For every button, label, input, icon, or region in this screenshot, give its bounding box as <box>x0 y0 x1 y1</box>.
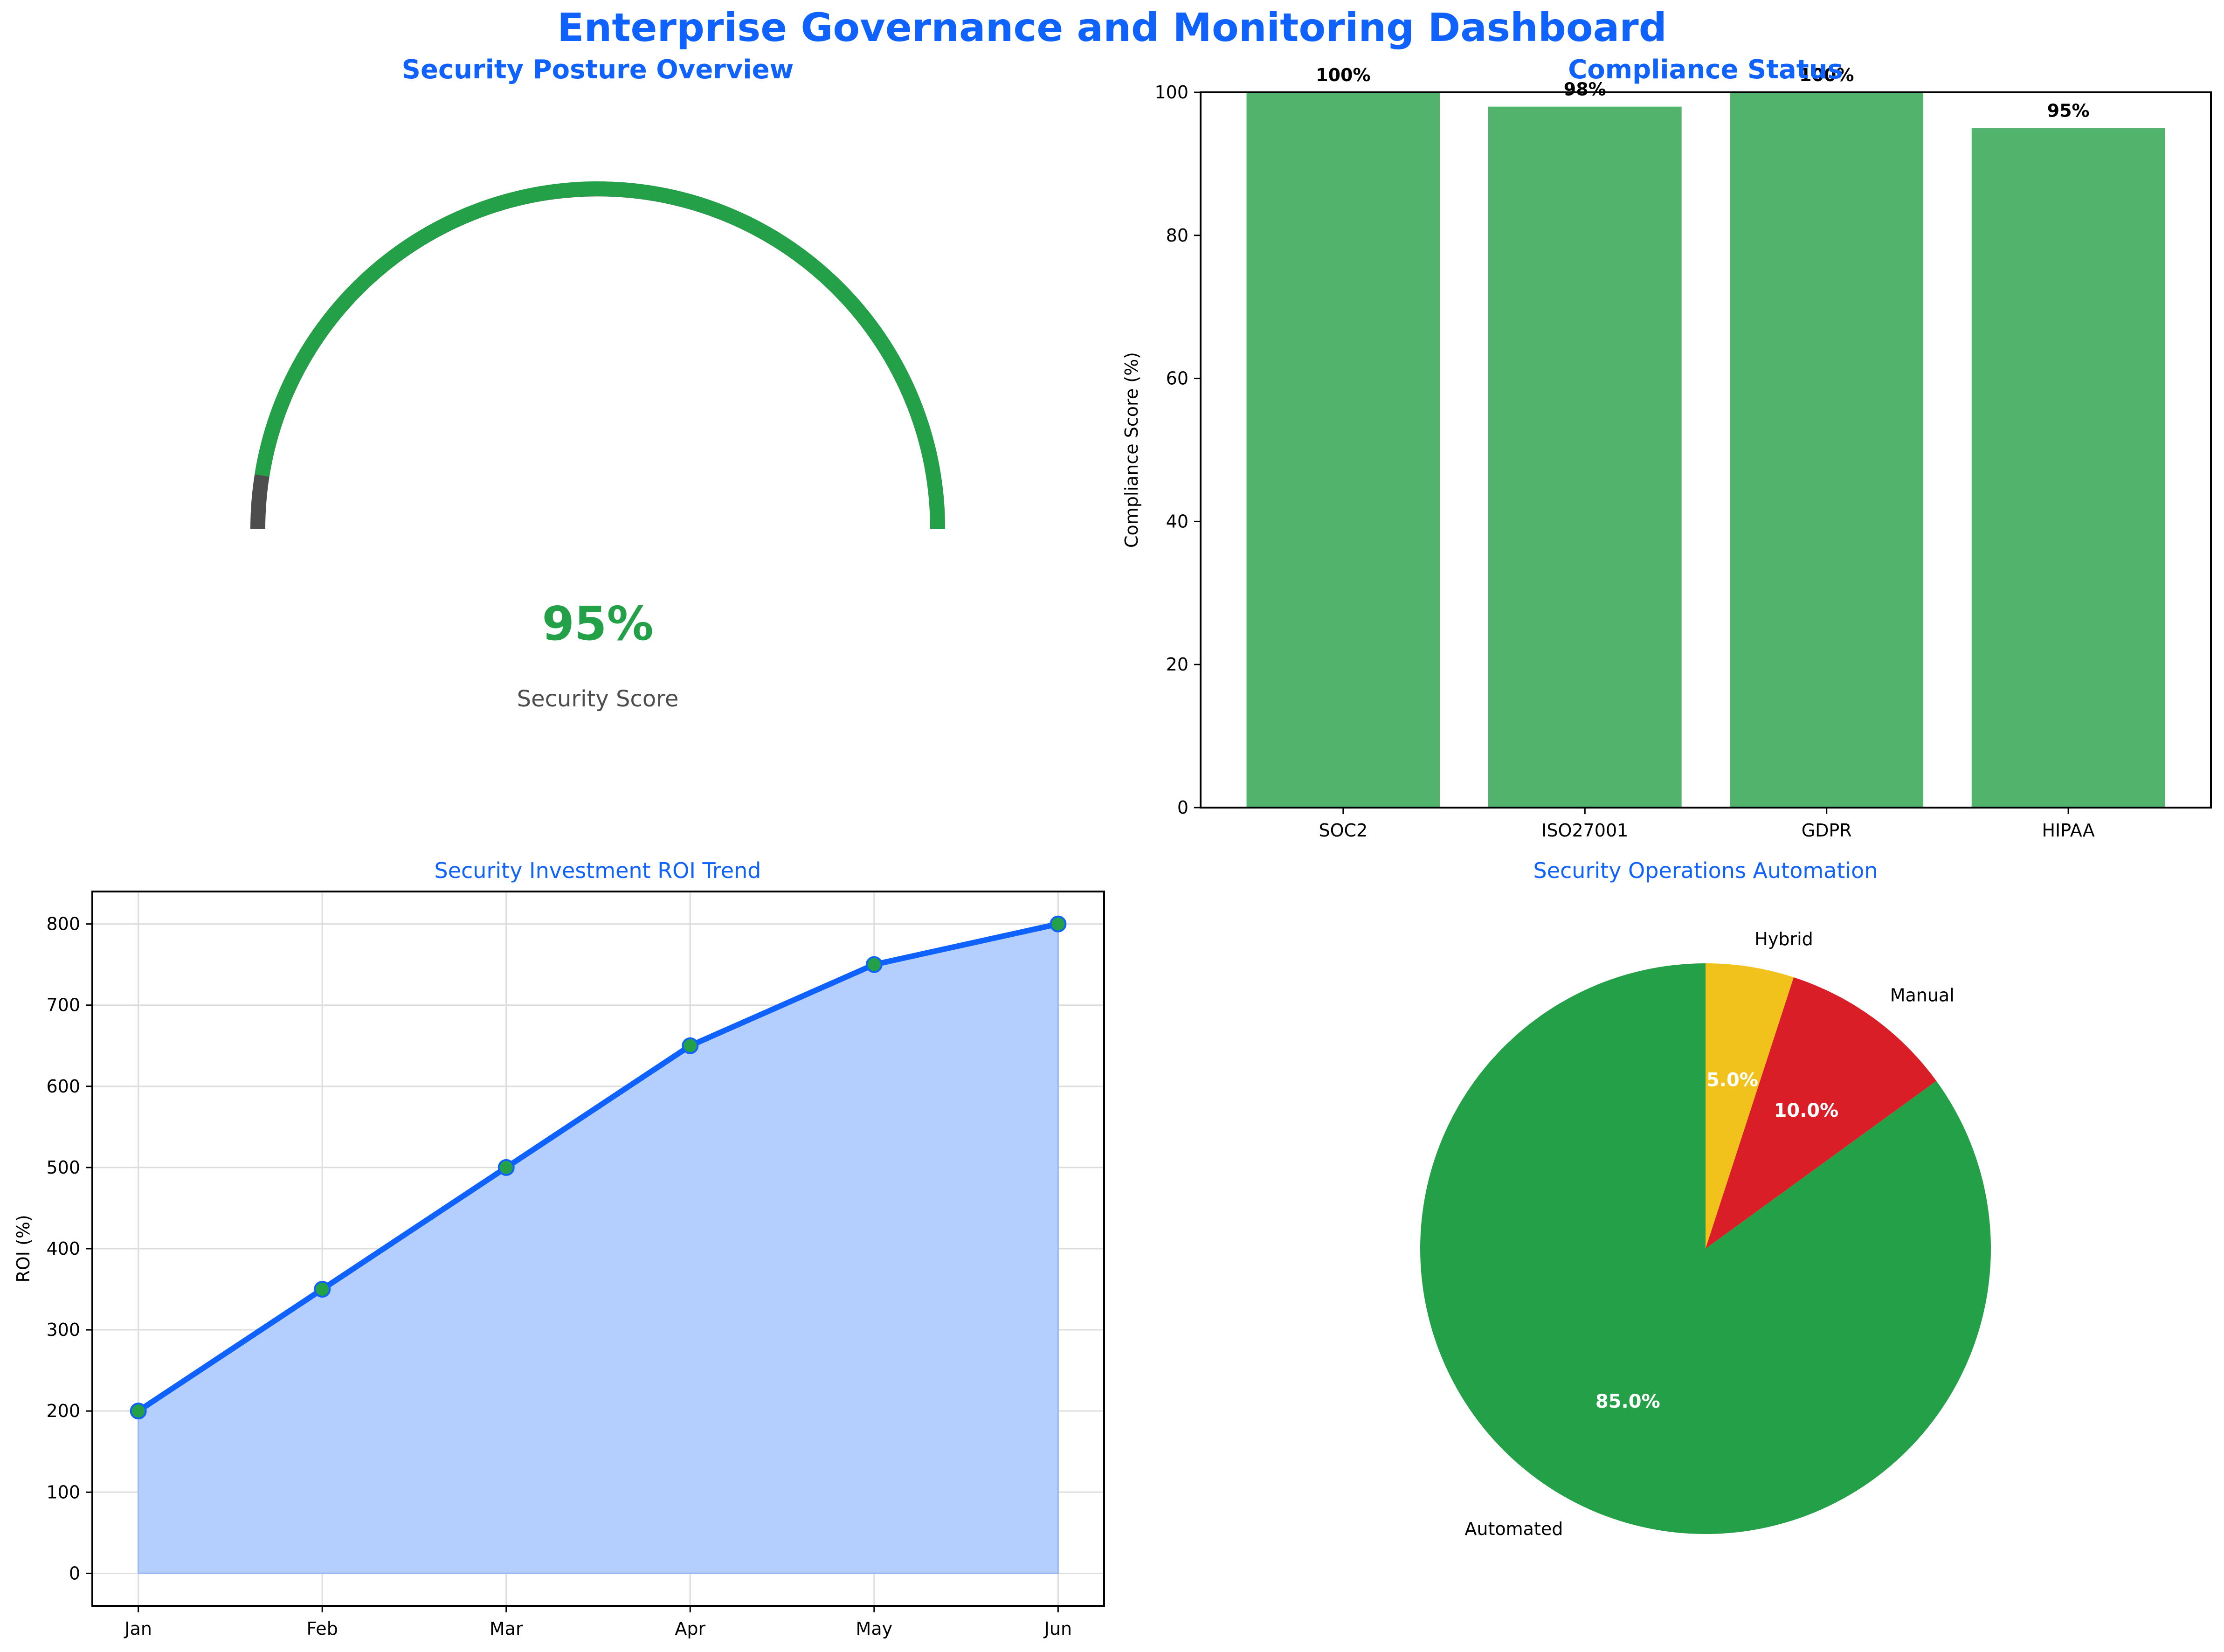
pie-pct-hybrid: 5.0% <box>1706 1069 1758 1091</box>
roi-x-tick-label: Jun <box>1043 1618 1072 1639</box>
compliance-bar-label: 100% <box>1316 65 1370 85</box>
compliance-bar-label: 98% <box>1564 79 1606 100</box>
compliance-data-labels: 100% 98% 100% 95% <box>1316 65 2089 121</box>
compliance-x-tick-label: HIPAA <box>2042 820 2094 841</box>
compliance-panel: 0 20 40 60 80 100 SOC2 ISO27001 GDPR HIPAA 100% 9… <box>1121 55 2212 841</box>
compliance-y-axis-label: Compliance Score (%) <box>1121 352 1142 548</box>
compliance-y-tick-label: 0 <box>1177 797 1188 818</box>
roi-y-tick-label: 700 <box>46 995 80 1016</box>
compliance-bar-hipaa <box>1971 128 2165 808</box>
roi-y-tick-label: 100 <box>46 1482 80 1502</box>
compliance-bar-label: 95% <box>2047 101 2090 121</box>
roi-y-axis-label: ROI (%) <box>13 1215 34 1282</box>
pie-slices <box>1420 963 1991 1534</box>
gauge-track <box>250 181 945 529</box>
pie-labels: 5.0% Hybrid 10.0% Manual 85.0% Automated <box>1464 929 1954 1539</box>
roi-y-ticks: 0 100 200 300 400 500 600 700 800 <box>46 914 92 1583</box>
security-gauge-panel: Security Posture Overview 95% Security S… <box>250 55 945 712</box>
roi-y-tick-label: 500 <box>46 1157 80 1178</box>
compliance-bar-gdpr <box>1730 92 1924 808</box>
compliance-bar-iso27001 <box>1488 106 1682 808</box>
roi-x-tick-label: Apr <box>675 1618 705 1639</box>
roi-point-mar <box>497 1159 515 1176</box>
compliance-title: Compliance Status <box>1568 55 1843 85</box>
pie-label-automated: Automated <box>1464 1519 1563 1539</box>
compliance-x-ticks: SOC2 ISO27001 GDPR HIPAA <box>1319 808 2095 841</box>
security-score-value: 95% <box>542 596 653 651</box>
roi-point-feb <box>314 1281 331 1298</box>
roi-title: Security Investment ROI Trend <box>435 858 761 883</box>
roi-x-ticks: Jan Feb Mar Apr May Jun <box>124 1606 1072 1639</box>
compliance-y-tick-label: 60 <box>1166 368 1188 389</box>
roi-y-tick-label: 300 <box>46 1320 80 1340</box>
roi-point-jan <box>130 1403 147 1420</box>
roi-y-tick-label: 800 <box>46 914 80 934</box>
compliance-x-tick-label: GDPR <box>1802 820 1852 841</box>
roi-panel: Security Investment ROI Trend 0 100 200 300… <box>13 858 1105 1639</box>
roi-line <box>137 921 1059 1414</box>
pie-slice-automated <box>1420 963 1991 1534</box>
roi-x-tick-label: Jan <box>124 1618 152 1639</box>
pie-label-manual: Manual <box>1890 985 1955 1005</box>
pie-slice-hybrid <box>1706 963 1794 1249</box>
pie-slice-manual <box>1706 977 1937 1249</box>
roi-point-may <box>865 956 883 973</box>
roi-points <box>130 915 1067 1420</box>
pie-label-hybrid: Hybrid <box>1754 929 1813 949</box>
compliance-y-tick-label: 20 <box>1166 654 1188 675</box>
compliance-y-ticks: 0 20 40 60 80 100 <box>1154 82 1201 818</box>
automation-title: Security Operations Automation <box>1533 858 1878 883</box>
compliance-bars <box>1246 92 2165 808</box>
roi-point-jun <box>1050 915 1067 933</box>
roi-point-apr <box>682 1037 699 1054</box>
compliance-axes-frame <box>1200 91 2212 809</box>
pie-pct-automated: 85.0% <box>1595 1391 1660 1412</box>
compliance-bar-soc2 <box>1246 92 1440 808</box>
roi-y-tick-label: 0 <box>69 1563 80 1583</box>
roi-x-tick-label: Mar <box>490 1618 523 1639</box>
compliance-y-tick-label: 40 <box>1166 511 1188 532</box>
compliance-y-tick-label: 100 <box>1154 82 1188 103</box>
compliance-x-tick-label: SOC2 <box>1319 820 1368 841</box>
automation-panel: Security Operations Automation 5.0% Hybri… <box>1420 858 1991 1539</box>
compliance-bar-label: 100% <box>1799 65 1854 85</box>
pie-pct-manual: 10.0% <box>1774 1100 1838 1121</box>
roi-x-tick-label: Feb <box>307 1618 338 1639</box>
security-gauge-title: Security Posture Overview <box>402 55 794 85</box>
security-score-caption: Security Score <box>517 686 679 712</box>
gauge-fill <box>255 181 945 529</box>
compliance-y-tick-label: 80 <box>1166 225 1188 246</box>
roi-y-tick-label: 600 <box>46 1076 80 1097</box>
roi-x-tick-label: May <box>856 1618 893 1639</box>
compliance-x-tick-label: ISO27001 <box>1541 820 1628 841</box>
roi-y-tick-label: 400 <box>46 1238 80 1259</box>
roi-y-tick-label: 200 <box>46 1401 80 1421</box>
dashboard-title: Enterprise Governance and Monitoring Das… <box>557 5 1667 50</box>
